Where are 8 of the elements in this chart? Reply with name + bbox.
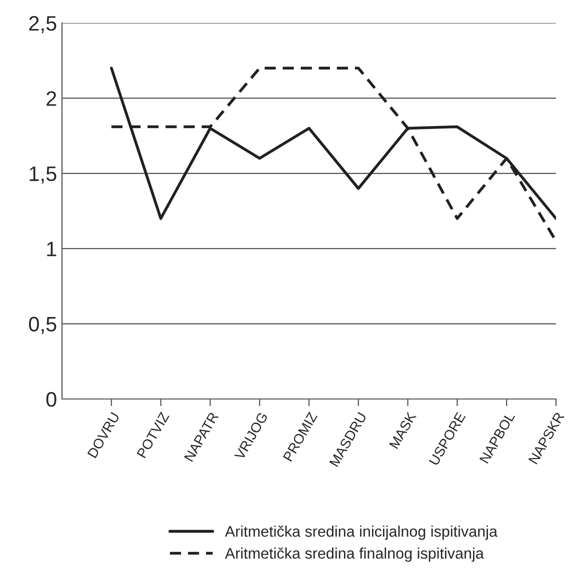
y-tick-label: 0 (46, 392, 56, 407)
y-tick-label: 2,5 (29, 16, 56, 34)
y-tick-label: 1,5 (30, 166, 56, 184)
legend-label: Aritmetička sredina finalnog ispitivanja (224, 547, 484, 562)
legend-label: Aritmetička sredina inicijalnog ispitivanja (224, 526, 498, 540)
y-tick-label: 2 (46, 91, 56, 106)
y-tick-label: 0,5 (28, 316, 56, 334)
y-tick-label: 1 (47, 242, 56, 256)
